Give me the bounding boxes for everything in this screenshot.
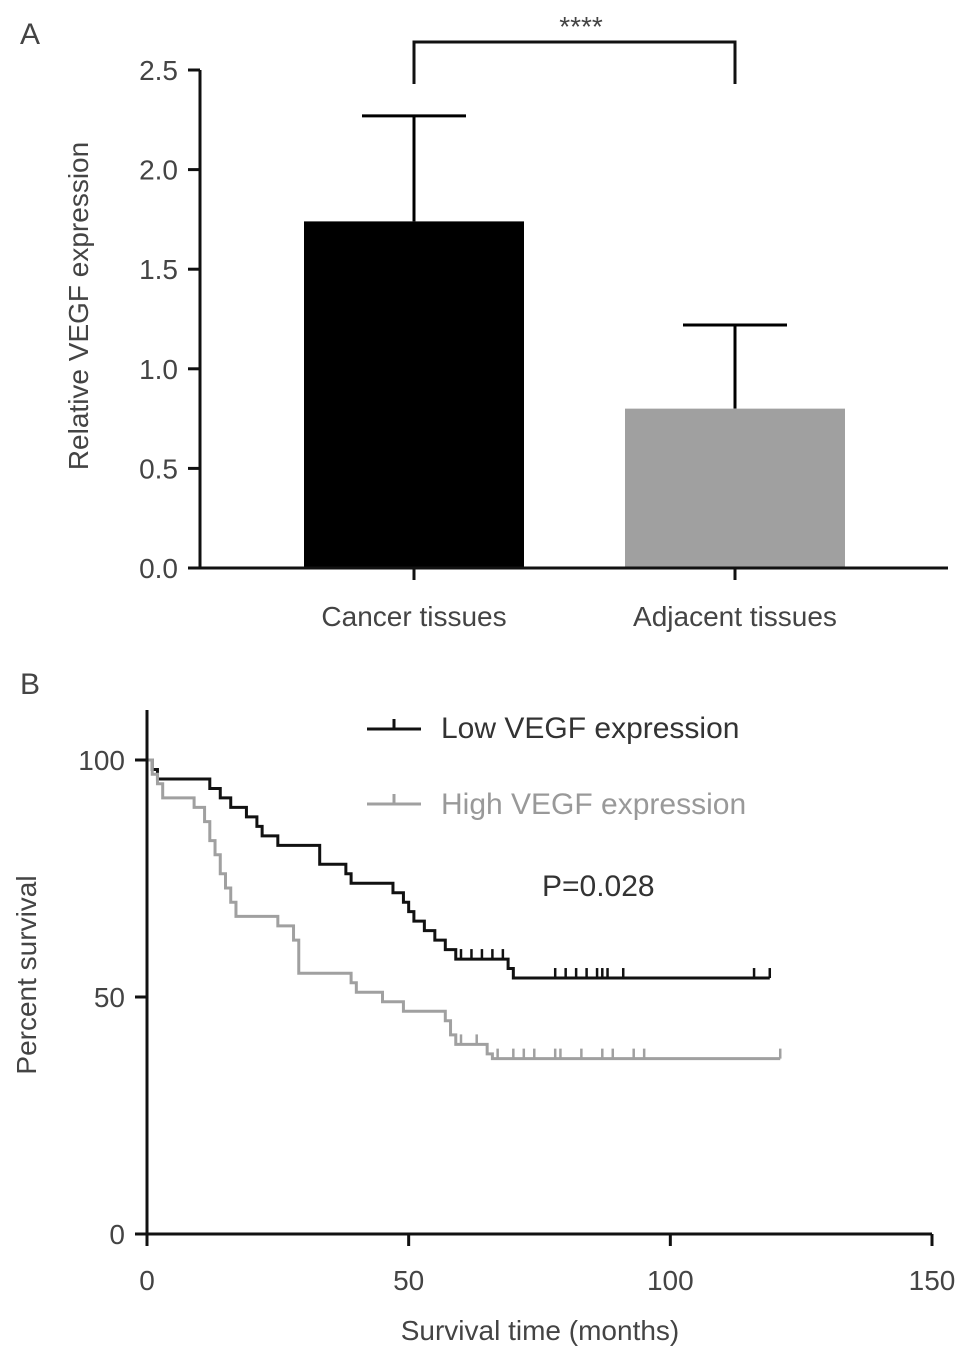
y-tick-label: 2.0 <box>139 155 178 186</box>
bar-chart-x-ticks: Cancer tissues Adjacent tissues <box>321 568 837 632</box>
panel-a-bar-chart: A 0.0 0.5 1.0 1.5 2.0 2.5 Cancer tissues Adjac… <box>20 11 948 632</box>
y-tick-label: 0 <box>109 1219 125 1250</box>
y-tick-label: 1.5 <box>139 254 178 285</box>
bar-group <box>304 114 845 568</box>
x-tick-label: 150 <box>909 1265 956 1296</box>
y-tick-label: 100 <box>78 745 125 776</box>
survival-chart-y-axis-label: Percent survival <box>11 875 42 1074</box>
legend-label-high: High VEGF expression <box>441 788 746 821</box>
survival-series-low <box>147 758 772 980</box>
bar-chart-y-ticks: 0.0 0.5 1.0 1.5 2.0 2.5 <box>139 55 200 584</box>
panel-a-label: A <box>20 18 40 51</box>
survival-curve <box>147 758 770 980</box>
significance-stars: **** <box>559 11 603 42</box>
survival-curves <box>147 758 782 1061</box>
p-value-annotation: P=0.028 <box>542 870 655 903</box>
x-tick-label: Cancer tissues <box>321 601 506 632</box>
bar-2 <box>625 408 845 568</box>
x-tick-label: 0 <box>139 1265 155 1296</box>
survival-chart-x-axis-label: Survival time (months) <box>401 1315 680 1346</box>
x-tick-label: Adjacent tissues <box>633 601 837 632</box>
survival-curve <box>147 758 781 1061</box>
y-tick-label: 1.0 <box>139 354 178 385</box>
y-tick-label: 50 <box>94 982 125 1013</box>
survival-series-high <box>147 758 782 1061</box>
y-tick-label: 0.5 <box>139 453 178 484</box>
panel-b-survival-chart: B 0 50 100 0 50 100 150 Low VEGF expression H… <box>11 668 955 1346</box>
bar-1 <box>304 221 524 568</box>
panel-b-label: B <box>20 668 40 701</box>
legend-item-high: High VEGF expression <box>367 788 746 821</box>
x-tick-label: 100 <box>647 1265 694 1296</box>
legend-item-low: Low VEGF expression <box>367 712 739 745</box>
survival-chart-y-ticks: 0 50 100 <box>78 745 147 1250</box>
significance-bracket: **** <box>412 11 737 84</box>
significance-bracket-line <box>412 40 737 84</box>
legend: Low VEGF expression High VEGF expression <box>367 712 746 821</box>
legend-label-low: Low VEGF expression <box>441 712 739 745</box>
survival-chart-x-ticks: 0 50 100 150 <box>139 1234 955 1296</box>
y-tick-label: 0.0 <box>139 553 178 584</box>
y-tick-label: 2.5 <box>139 55 178 86</box>
bar-chart-y-axis-label: Relative VEGF expression <box>63 142 94 470</box>
x-tick-label: 50 <box>393 1265 424 1296</box>
